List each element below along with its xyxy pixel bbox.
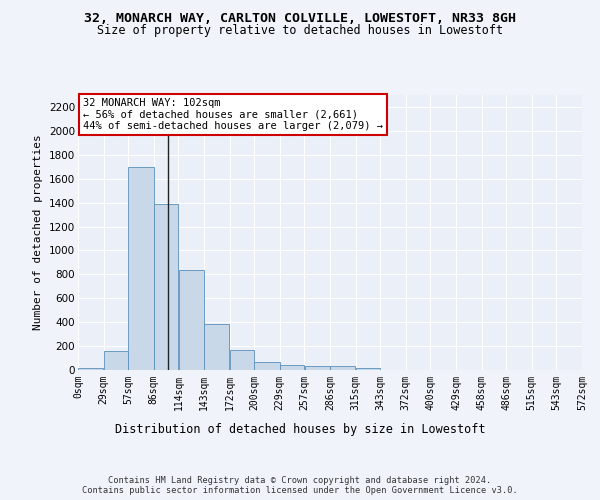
Text: 32, MONARCH WAY, CARLTON COLVILLE, LOWESTOFT, NR33 8GH: 32, MONARCH WAY, CARLTON COLVILLE, LOWES… — [84, 12, 516, 26]
Bar — [330, 366, 355, 370]
Bar — [104, 352, 128, 370]
Bar — [204, 324, 229, 370]
Bar — [305, 366, 330, 370]
Bar — [230, 350, 254, 370]
Text: Distribution of detached houses by size in Lowestoft: Distribution of detached houses by size … — [115, 422, 485, 436]
Bar — [128, 166, 154, 370]
Text: 32 MONARCH WAY: 102sqm
← 56% of detached houses are smaller (2,661)
44% of semi-: 32 MONARCH WAY: 102sqm ← 56% of detached… — [83, 98, 383, 131]
Bar — [179, 270, 204, 370]
Text: Size of property relative to detached houses in Lowestoft: Size of property relative to detached ho… — [97, 24, 503, 37]
Bar — [356, 368, 380, 370]
Text: Contains HM Land Registry data © Crown copyright and database right 2024.
Contai: Contains HM Land Registry data © Crown c… — [82, 476, 518, 495]
Bar — [154, 204, 178, 370]
Bar — [78, 368, 103, 370]
Bar — [254, 362, 280, 370]
Bar — [280, 366, 304, 370]
Y-axis label: Number of detached properties: Number of detached properties — [34, 134, 43, 330]
